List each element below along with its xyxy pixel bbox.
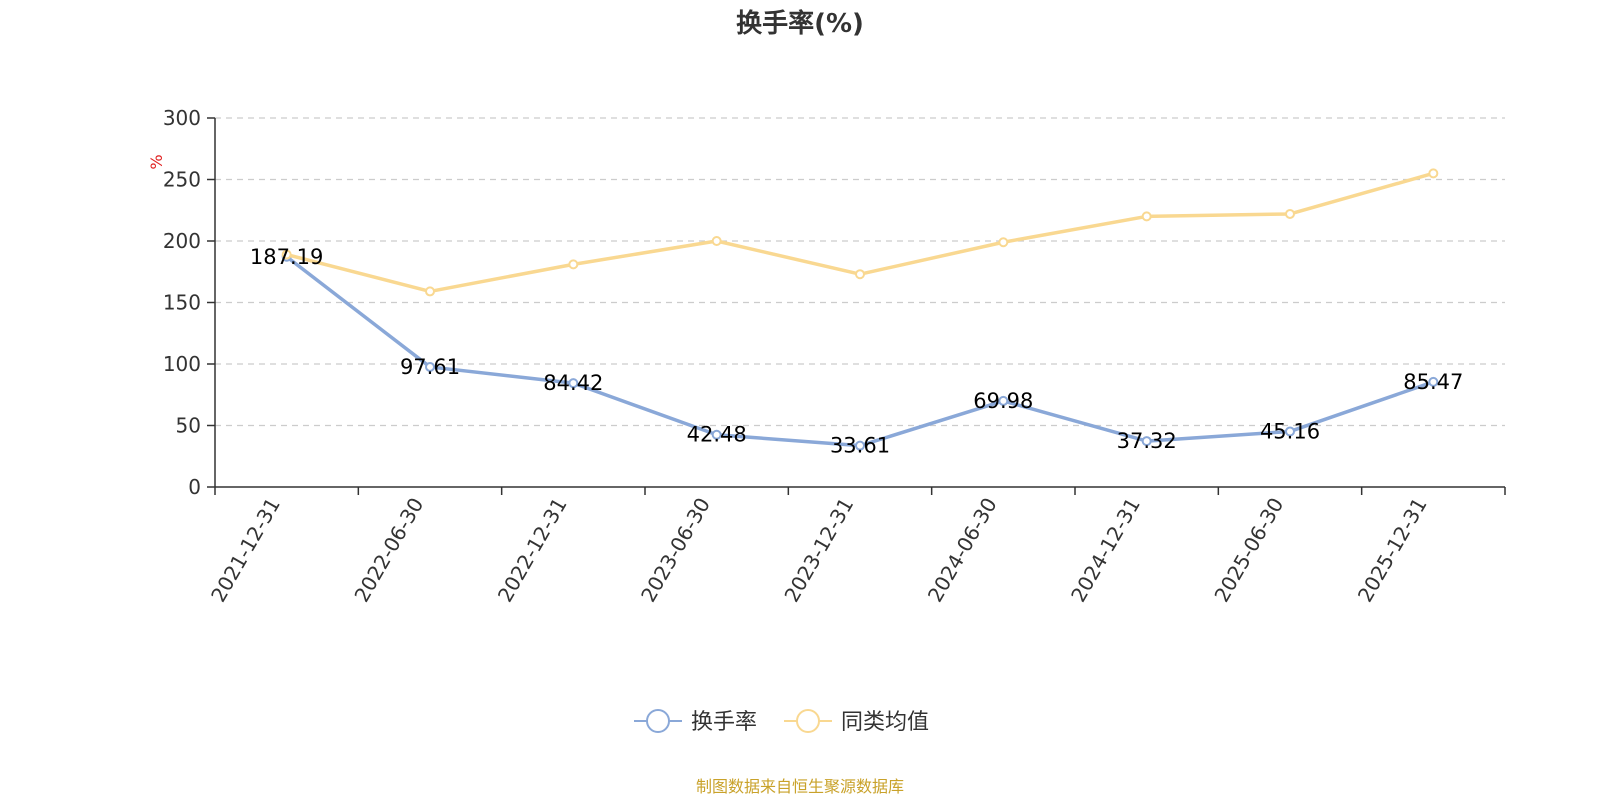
data-label: 69.98 [973, 389, 1033, 413]
y-tick-label: 0 [188, 475, 201, 499]
data-point [281, 249, 292, 260]
data-point [998, 237, 1009, 248]
data-label: 84.42 [543, 371, 603, 395]
data-point [1428, 376, 1439, 387]
axes: 0 50 100 150 200 250 300 2021-12-31 2022-06-30 20… [163, 106, 1506, 607]
data-label: 33.61 [830, 434, 890, 458]
data-label: 187.19 [250, 245, 323, 269]
source-note: 制图数据来自恒生聚源数据库 [696, 777, 904, 796]
data-point [1285, 208, 1295, 219]
y-tick-label: 100 [163, 352, 201, 376]
data-point [425, 361, 435, 372]
x-tick-label: 2022-06-30 [349, 494, 428, 607]
data-point [1141, 211, 1152, 222]
legend-item-2: 同类均值 [784, 709, 929, 735]
series-layer [281, 168, 1439, 451]
x-tick-label: 2023-06-30 [636, 494, 715, 607]
chart-title: 换手率(%) [736, 8, 864, 39]
data-point [425, 286, 435, 297]
legend-label: 换手率 [691, 710, 757, 735]
legend-marker [646, 709, 670, 733]
data-point [711, 236, 722, 246]
data-label: 42.48 [687, 423, 747, 447]
legend: 换手率 同类均值 [634, 709, 929, 735]
data-labels: 187.19 97.61 84.42 42.48 33.61 69.98 37.32 45.1… [250, 245, 1463, 458]
legend-label: 同类均值 [841, 710, 929, 735]
x-tick-label: 2023-12-31 [779, 494, 858, 607]
x-tick-label: 2025-12-31 [1353, 494, 1432, 607]
data-point [568, 259, 579, 270]
data-point [568, 378, 579, 389]
x-tick-label: 2024-12-31 [1066, 494, 1145, 607]
y-tick-label: 50 [176, 414, 201, 438]
data-point [855, 269, 865, 280]
y-tick-label: 250 [163, 168, 201, 192]
y-tick-label: 150 [163, 291, 201, 315]
data-point [1285, 426, 1295, 437]
x-tick-label: 2021-12-31 [206, 494, 285, 607]
x-tick-label: 2022-12-31 [493, 494, 572, 607]
x-tick-label: 2025-06-30 [1209, 494, 1288, 607]
data-point [711, 429, 722, 440]
y-tick-label: 200 [163, 229, 201, 253]
y-axis-unit: % [147, 154, 166, 169]
data-point [1141, 436, 1152, 447]
y-tick-label: 300 [163, 106, 201, 130]
data-label: 85.47 [1403, 370, 1463, 394]
data-point [855, 440, 865, 451]
data-point [998, 395, 1009, 406]
legend-marker [796, 709, 820, 733]
data-label: 45.16 [1260, 419, 1320, 443]
data-point [1428, 168, 1439, 179]
x-tick-label: 2024-06-30 [923, 494, 1002, 607]
data-label: 97.61 [400, 355, 460, 379]
data-label: 37.32 [1117, 429, 1177, 453]
legend-item-1: 换手率 [634, 709, 757, 735]
